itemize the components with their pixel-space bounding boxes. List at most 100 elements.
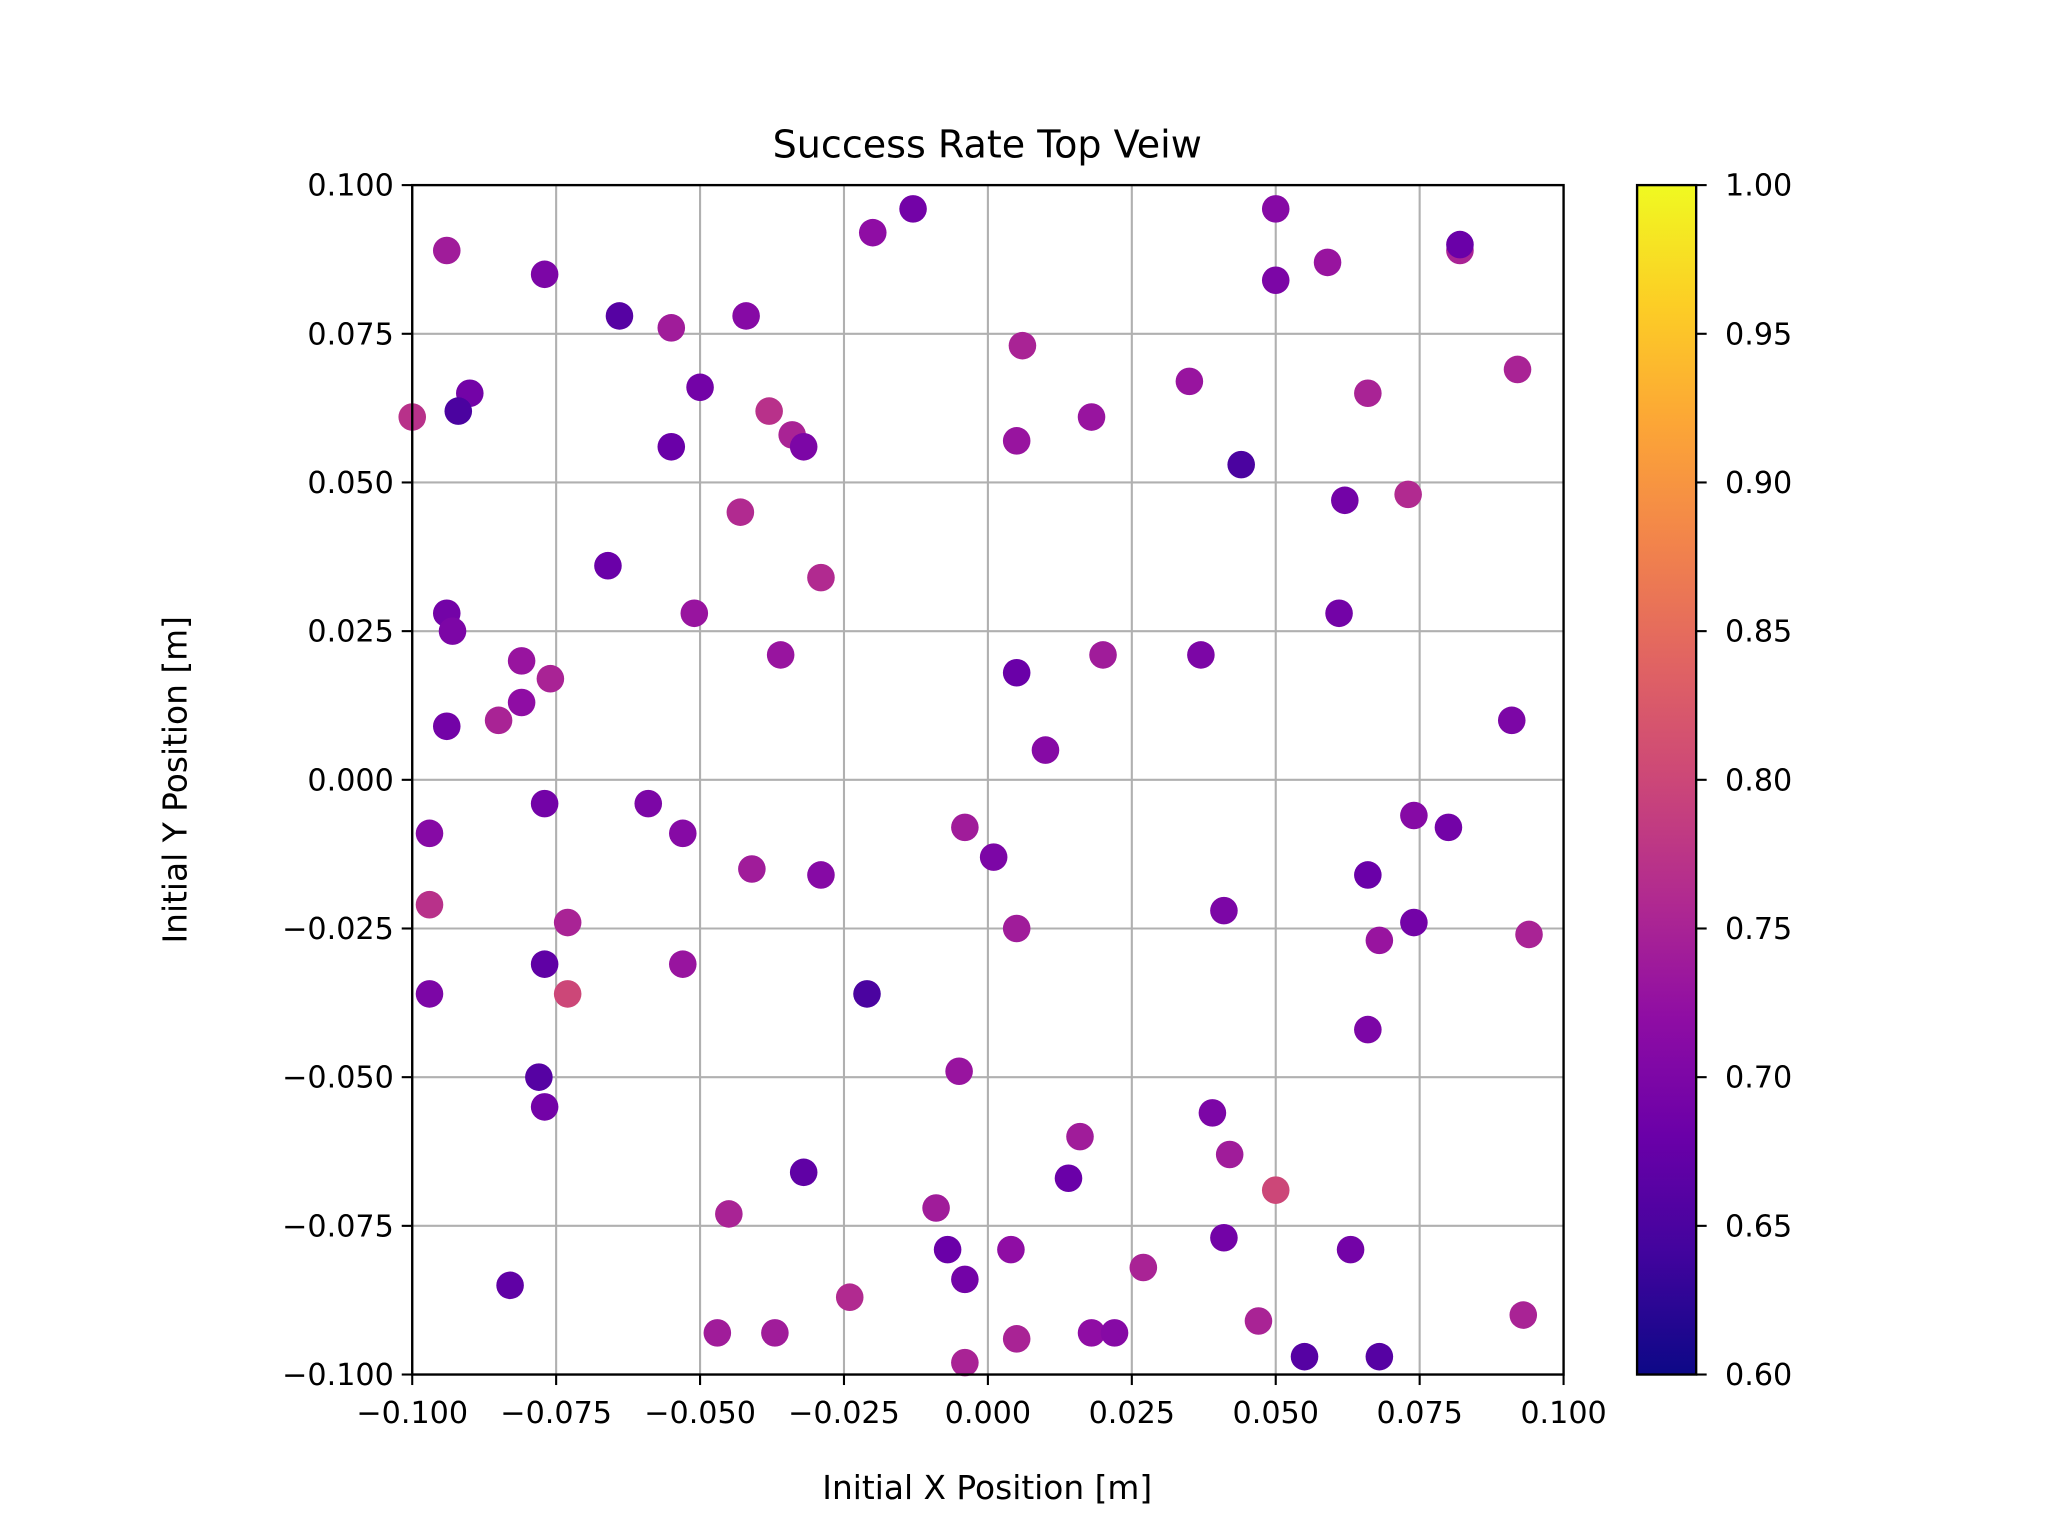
- y-tick-label: 0.100: [307, 169, 393, 204]
- data-point: [922, 1194, 950, 1222]
- data-point: [530, 1093, 559, 1121]
- data-point: [1497, 706, 1526, 735]
- colorbar-tick-label: 0.80: [1725, 763, 1792, 798]
- data-point: [415, 980, 444, 1008]
- data-point: [1129, 1253, 1158, 1282]
- data-point: [438, 617, 467, 645]
- data-point: [858, 218, 887, 247]
- x-tick-label: 0.025: [1089, 1396, 1175, 1431]
- data-point: [432, 236, 461, 265]
- data-point: [1261, 195, 1290, 223]
- data-point: [657, 314, 686, 342]
- data-point: [669, 950, 697, 978]
- data-point: [553, 908, 582, 937]
- data-point: [415, 819, 444, 848]
- y-tick-label: 0.050: [307, 466, 393, 501]
- data-point: [657, 432, 686, 461]
- x-tick-label: 0.075: [1376, 1396, 1462, 1431]
- data-point: [1008, 331, 1037, 360]
- y-tick-label: −0.025: [282, 912, 394, 947]
- data-point: [1002, 1325, 1031, 1353]
- data-point: [1187, 641, 1215, 669]
- colorbar-ticks: 0.60 0.65 0.70 0.75 0.80 0.85 0.90 0.95 1.00: [1696, 169, 1792, 1393]
- data-point: [951, 1348, 979, 1377]
- x-tick-label: 0.100: [1520, 1396, 1606, 1431]
- data-point: [1325, 599, 1353, 628]
- data-point: [1066, 1122, 1094, 1151]
- data-point: [605, 302, 634, 330]
- data-point: [1336, 1235, 1365, 1264]
- colorbar-tick-label: 0.95: [1725, 317, 1792, 352]
- data-point: [530, 950, 559, 978]
- data-point: [738, 855, 766, 883]
- data-point: [594, 551, 622, 580]
- data-point: [1100, 1319, 1129, 1347]
- data-point: [1434, 813, 1463, 842]
- data-point: [1365, 926, 1394, 955]
- data-point: [1313, 248, 1342, 277]
- data-point: [432, 712, 461, 741]
- data-point: [530, 260, 559, 289]
- data-point: [507, 647, 536, 675]
- data-point: [1394, 480, 1422, 509]
- data-point: [1354, 1015, 1382, 1044]
- data-point: [1077, 1319, 1106, 1347]
- data-point: [1509, 1301, 1538, 1329]
- y-tick-label: −0.100: [282, 1358, 394, 1393]
- x-tick-label: 0.000: [945, 1396, 1031, 1431]
- data-point: [1261, 1176, 1290, 1204]
- data-point: [1365, 1342, 1394, 1371]
- data-point: [1261, 266, 1290, 295]
- data-point: [807, 563, 835, 592]
- data-point: [415, 890, 444, 919]
- data-point: [634, 789, 663, 818]
- x-axis-label: Initial X Position [m]: [822, 1469, 1152, 1507]
- data-point: [1331, 486, 1359, 515]
- data-point: [1227, 450, 1255, 479]
- data-point: [1210, 1223, 1238, 1252]
- data-point: [766, 641, 795, 669]
- data-points: [398, 195, 1543, 1377]
- data-point: [1089, 641, 1117, 669]
- data-point: [530, 789, 559, 818]
- data-point: [1515, 920, 1543, 949]
- x-tick-label: −0.050: [644, 1396, 756, 1431]
- data-point: [979, 843, 1008, 871]
- data-point: [726, 498, 755, 526]
- colorbar-tick-label: 1.00: [1725, 169, 1792, 204]
- colorbar-tick-label: 0.75: [1725, 912, 1792, 947]
- data-point: [1175, 367, 1204, 396]
- x-tick-label: −0.025: [788, 1396, 900, 1431]
- data-point: [536, 664, 565, 693]
- data-point: [1031, 736, 1060, 764]
- data-point: [1446, 230, 1474, 259]
- y-tick-label: 0.000: [307, 763, 393, 798]
- data-point: [755, 397, 783, 425]
- data-point: [686, 373, 714, 402]
- data-point: [789, 1158, 818, 1187]
- data-point: [484, 706, 513, 735]
- colorbar-tick-label: 0.60: [1725, 1358, 1792, 1393]
- data-point: [1400, 908, 1428, 937]
- data-point: [1215, 1140, 1244, 1169]
- data-point: [680, 599, 709, 628]
- data-point: [933, 1235, 962, 1264]
- data-point: [496, 1271, 524, 1300]
- data-point: [444, 397, 473, 425]
- data-point: [1244, 1307, 1273, 1335]
- colorbar-tick-label: 0.85: [1725, 615, 1792, 650]
- colorbar: [1635, 183, 1698, 1376]
- data-point: [715, 1200, 743, 1228]
- data-point: [732, 302, 760, 330]
- data-point: [1354, 379, 1382, 408]
- data-point: [807, 861, 835, 889]
- data-point: [835, 1283, 864, 1311]
- data-point: [951, 1265, 979, 1294]
- data-point: [1354, 861, 1382, 889]
- grid-lines: [411, 184, 1565, 1376]
- data-point: [789, 432, 818, 461]
- y-axis-label: Initial Y Position [m]: [156, 616, 194, 943]
- y-axis-ticks: −0.100 −0.075 −0.050 −0.025 0.000 0.025 0.050 0…: [282, 169, 413, 1393]
- x-tick-label: −0.075: [500, 1396, 612, 1431]
